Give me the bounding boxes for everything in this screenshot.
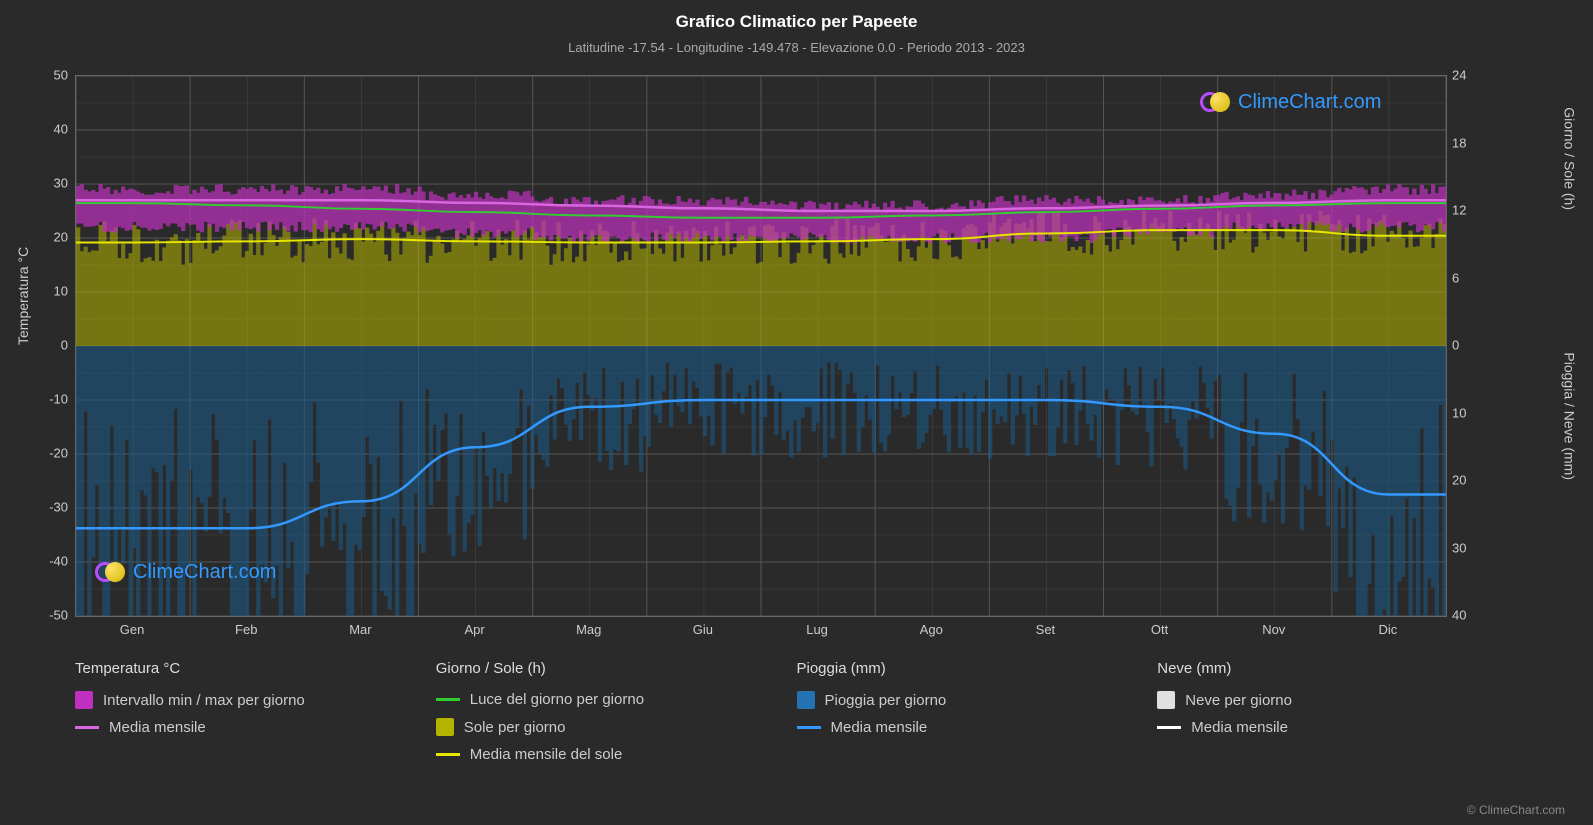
- y-right-hour-tick: 6: [1452, 270, 1492, 285]
- legend-swatch-icon: [797, 691, 815, 709]
- chart-title: Grafico Climatico per Papeete: [0, 12, 1593, 32]
- y-left-tick: -20: [28, 446, 68, 461]
- legend-column: Temperatura °C Intervallo min / max per g…: [75, 660, 436, 763]
- y-right-hour-tick: 24: [1452, 68, 1492, 83]
- watermark-top-right: ClimeChart.com: [1200, 90, 1381, 114]
- legend-label: Neve per giorno: [1185, 692, 1292, 709]
- x-month-tick: Ago: [920, 622, 943, 637]
- legend-column: Neve (mm) Neve per giorno Media mensile: [1157, 660, 1518, 763]
- legend-item: Media mensile: [75, 719, 436, 736]
- legend-label: Media mensile: [109, 719, 206, 736]
- y-left-tick: 0: [28, 338, 68, 353]
- y-left-tick: -50: [28, 608, 68, 623]
- legend-heading: Giorno / Sole (h): [436, 660, 797, 677]
- legend-item: Pioggia per giorno: [797, 691, 1158, 709]
- y-axis-right-bottom-label: Pioggia / Neve (mm): [1562, 352, 1578, 480]
- legend-label: Sole per giorno: [464, 719, 566, 736]
- legend-label: Intervallo min / max per giorno: [103, 692, 305, 709]
- y-left-tick: -40: [28, 554, 68, 569]
- y-right-mm-tick: 10: [1452, 405, 1492, 420]
- y-right-hour-tick: 12: [1452, 203, 1492, 218]
- legend-item: Sole per giorno: [436, 718, 797, 736]
- legend-line-icon: [436, 753, 460, 756]
- y-right-mm-tick: 40: [1452, 608, 1492, 623]
- plot-svg: [76, 76, 1446, 616]
- legend-line-icon: [1157, 726, 1181, 729]
- x-month-tick: Ott: [1151, 622, 1168, 637]
- y-left-tick: -30: [28, 500, 68, 515]
- copyright: © ClimeChart.com: [1467, 803, 1565, 817]
- legend-label: Media mensile: [1191, 719, 1288, 736]
- x-month-tick: Mar: [349, 622, 371, 637]
- x-month-tick: Dic: [1379, 622, 1398, 637]
- y-right-hour-tick: 18: [1452, 135, 1492, 150]
- legend-item: Luce del giorno per giorno: [436, 691, 797, 708]
- legend-item: Intervallo min / max per giorno: [75, 691, 436, 709]
- legend-item: Media mensile: [1157, 719, 1518, 736]
- legend-label: Media mensile del sole: [470, 746, 623, 763]
- y-left-tick: 30: [28, 176, 68, 191]
- x-month-tick: Mag: [576, 622, 601, 637]
- y-right-mm-tick: 20: [1452, 473, 1492, 488]
- watermark-text: ClimeChart.com: [1238, 91, 1381, 114]
- legend-swatch-icon: [1157, 691, 1175, 709]
- y-left-tick: 20: [28, 230, 68, 245]
- y-axis-right-top-label: Giorno / Sole (h): [1562, 107, 1578, 210]
- legend-item: Media mensile: [797, 719, 1158, 736]
- y-left-tick: -10: [28, 392, 68, 407]
- legend-item: Media mensile del sole: [436, 746, 797, 763]
- x-month-tick: Gen: [120, 622, 145, 637]
- legend-swatch-icon: [75, 691, 93, 709]
- legend-label: Pioggia per giorno: [825, 692, 947, 709]
- y-left-tick: 50: [28, 68, 68, 83]
- legend-heading: Temperatura °C: [75, 660, 436, 677]
- x-month-tick: Set: [1036, 622, 1056, 637]
- legend-line-icon: [436, 698, 460, 701]
- y-right-mm-tick: 30: [1452, 540, 1492, 555]
- climechart-logo-icon: [1200, 90, 1232, 114]
- x-month-tick: Apr: [464, 622, 484, 637]
- y-left-tick: 40: [28, 122, 68, 137]
- legend: Temperatura °C Intervallo min / max per g…: [75, 660, 1518, 763]
- watermark-bottom-left: ClimeChart.com: [95, 560, 276, 584]
- chart-subtitle: Latitudine -17.54 - Longitudine -149.478…: [0, 40, 1593, 55]
- watermark-text: ClimeChart.com: [133, 561, 276, 584]
- climate-chart: Grafico Climatico per Papeete Latitudine…: [0, 0, 1593, 825]
- x-month-tick: Nov: [1262, 622, 1285, 637]
- legend-label: Media mensile: [831, 719, 928, 736]
- legend-label: Luce del giorno per giorno: [470, 691, 644, 708]
- legend-heading: Pioggia (mm): [797, 660, 1158, 677]
- x-month-tick: Lug: [806, 622, 828, 637]
- legend-swatch-icon: [436, 718, 454, 736]
- y-left-tick: 10: [28, 284, 68, 299]
- legend-item: Neve per giorno: [1157, 691, 1518, 709]
- legend-line-icon: [797, 726, 821, 729]
- y-right-hour-tick: 0: [1452, 338, 1492, 353]
- legend-heading: Neve (mm): [1157, 660, 1518, 677]
- x-month-tick: Feb: [235, 622, 257, 637]
- legend-column: Pioggia (mm) Pioggia per giorno Media mens…: [797, 660, 1158, 763]
- x-month-tick: Giu: [693, 622, 713, 637]
- legend-column: Giorno / Sole (h) Luce del giorno per gio…: [436, 660, 797, 763]
- legend-line-icon: [75, 726, 99, 729]
- climechart-logo-icon: [95, 560, 127, 584]
- plot-area: [75, 75, 1447, 617]
